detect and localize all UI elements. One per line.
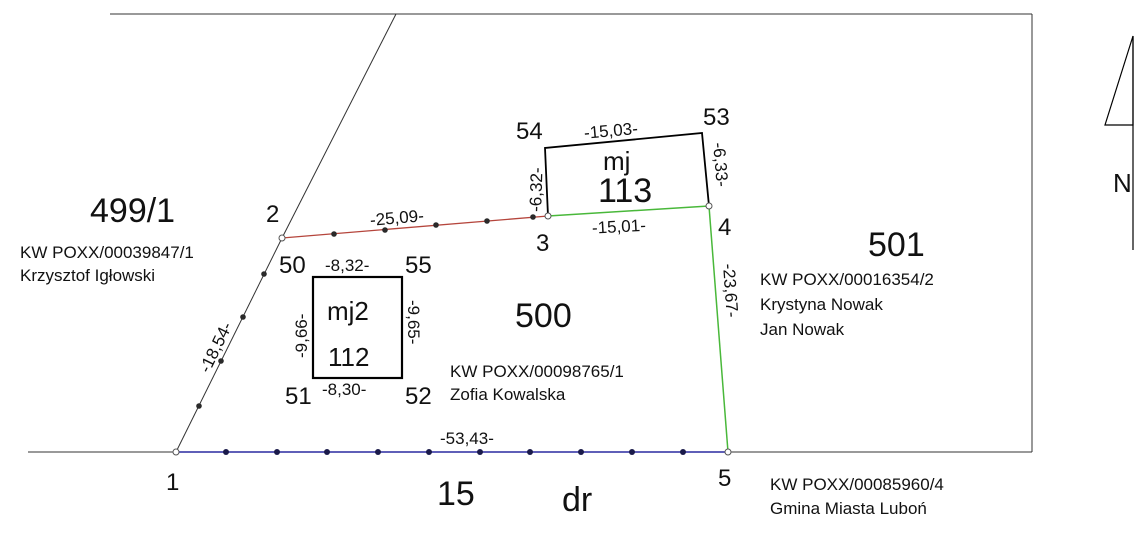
point-label-2: 2 — [266, 201, 279, 228]
dot-2-3 — [484, 218, 490, 224]
dot-1-5 — [426, 449, 432, 455]
parcel-500-kw: KW POXX/00098765/1 — [450, 362, 624, 381]
parcel-500-id: 500 — [515, 297, 572, 335]
boundary-1-2-dim: -18,54- — [196, 319, 237, 376]
building-112-top-dim: -8,32- — [325, 256, 369, 275]
green-boundary-4-5 — [708, 205, 729, 453]
diagonal-boundary-lower — [175, 237, 283, 453]
red-boundary-2-3 — [281, 215, 549, 239]
point-label-5: 5 — [718, 465, 731, 492]
boundary-1-5-dim: -53,43- — [440, 429, 494, 448]
dot-1-5 — [629, 449, 635, 455]
point-marker-5 — [724, 448, 732, 456]
dot-1-2 — [261, 271, 267, 277]
point-label-4: 4 — [718, 214, 731, 241]
green-boundary-3-4 — [547, 205, 710, 217]
building-112-bottom-dim: -8,30- — [322, 380, 366, 399]
dot-2-3 — [530, 214, 536, 220]
parcel-501-id: 501 — [868, 226, 925, 264]
dot-1-2 — [218, 358, 224, 364]
dot-1-5 — [223, 449, 229, 455]
dot-2-3 — [331, 231, 337, 237]
point-label-51: 51 — [285, 383, 312, 410]
boundary-4-5-dim: -23,67- — [719, 263, 742, 318]
point-label-50: 50 — [279, 252, 306, 279]
building-112-outline — [311, 275, 404, 380]
boundary-2-3-dim: -25,09- — [369, 206, 424, 230]
parcel-499-1-kw: KW POXX/00039847/1 — [20, 243, 194, 262]
building-113-top-dim: -15,03- — [583, 119, 638, 143]
building-113-right-dim: -6,33- — [709, 142, 732, 188]
point-label-55: 55 — [405, 252, 432, 279]
building-113-outline — [544, 132, 710, 217]
point-marker-2 — [278, 234, 286, 242]
parcel-15-kw: KW POXX/00085960/4 — [770, 475, 944, 494]
parcel-15-owner: Gmina Miasta Luboń — [770, 499, 927, 518]
building-112-number: 112 — [328, 342, 369, 372]
building-113-number: 113 — [598, 172, 652, 210]
dot-1-2 — [240, 314, 246, 320]
parcel-15-id: 15 — [437, 475, 475, 513]
dot-1-5 — [375, 449, 381, 455]
dot-2-3 — [382, 227, 388, 233]
dot-2-3 — [433, 222, 439, 228]
north-arrow-icon — [1104, 35, 1134, 250]
building-113-type: mj — [603, 146, 630, 176]
point-label-53: 53 — [703, 104, 730, 131]
building-113-left-dim: -6,32- — [526, 167, 547, 212]
north-label: N — [1113, 168, 1132, 198]
building-112-right-dim: -9,65- — [404, 300, 423, 344]
parcel-501-kw: KW POXX/00016354/2 — [760, 270, 934, 289]
point-marker-3 — [544, 212, 552, 220]
dot-1-5 — [274, 449, 280, 455]
dot-1-2 — [196, 403, 202, 409]
parcel-500-owner: Zofia Kowalska — [450, 385, 566, 404]
parcel-501-owner-2: Jan Nowak — [760, 320, 845, 339]
parcel-15-type: dr — [562, 481, 592, 519]
dot-1-5 — [477, 449, 483, 455]
parcel-501-owner-1: Krystyna Nowak — [760, 295, 883, 314]
point-label-3: 3 — [536, 230, 549, 257]
point-label-52: 52 — [405, 383, 432, 410]
dot-1-5 — [527, 449, 533, 455]
parcel-499-1-id: 499/1 — [90, 192, 175, 230]
dot-1-5 — [324, 449, 330, 455]
point-marker-1 — [172, 448, 180, 456]
building-113-bottom-dim: -15,01- — [592, 216, 647, 238]
point-marker-4 — [705, 202, 713, 210]
building-112-type: mj2 — [327, 296, 369, 326]
diagonal-boundary-upper — [281, 13, 397, 239]
dot-1-5 — [680, 449, 686, 455]
point-label-54: 54 — [516, 118, 543, 145]
parcel-499-1-owner: Krzysztof Igłowski — [20, 266, 155, 285]
building-112-left-dim: -9,66- — [292, 314, 311, 358]
point-label-1: 1 — [166, 469, 179, 496]
dot-1-5 — [578, 449, 584, 455]
